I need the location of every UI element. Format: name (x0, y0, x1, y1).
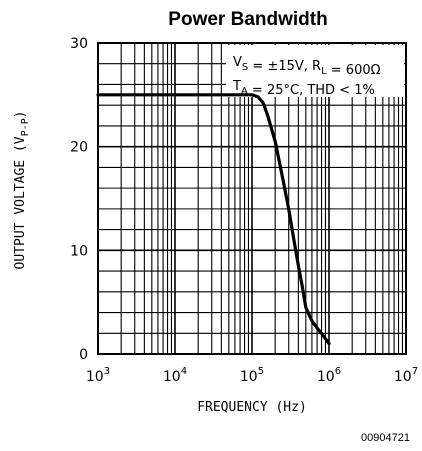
annotation-line-2: TA = 25°C, THD < 1% (232, 79, 375, 98)
annotation-box (226, 45, 404, 97)
chart-title: Power Bandwidth (168, 9, 327, 30)
y-tick-label: 30 (70, 36, 88, 52)
x-tick-label: 105 (240, 366, 264, 385)
figure-code: 00904721 (361, 432, 410, 444)
x-axis-label: FREQUENCY (Hz) (197, 400, 307, 415)
y-tick-label: 0 (79, 347, 88, 363)
annotation-line-1: VS = ±15V, RL = 600Ω (233, 55, 381, 78)
x-tick-label: 104 (163, 366, 187, 385)
y-tick-label: 20 (70, 140, 88, 156)
x-tick-labels: 103 104 105 106 107 (86, 366, 418, 385)
y-axis-label: OUTPUT VOLTAGE (VP-P) (13, 111, 31, 270)
y-tick-label: 10 (70, 243, 88, 259)
x-tick-label: 106 (317, 366, 341, 385)
y-tick-labels: 0 10 20 30 (70, 36, 88, 363)
x-tick-label: 107 (394, 366, 418, 385)
plot-frame (97, 42, 407, 355)
series-line (96, 93, 331, 346)
x-tick-label: 103 (86, 366, 110, 385)
